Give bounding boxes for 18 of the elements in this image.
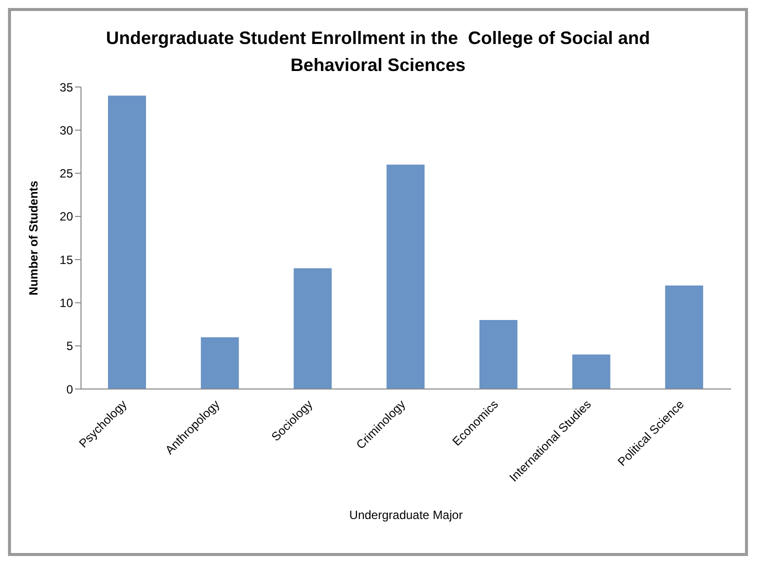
y-tick-label: 15 [60, 252, 74, 267]
bar [479, 320, 518, 389]
y-tick-label: 5 [66, 339, 74, 354]
y-tick-label: 30 [60, 123, 74, 138]
bar [294, 268, 332, 389]
y-axis-title: Number of Students [26, 180, 40, 296]
y-tick-label: 25 [60, 166, 74, 181]
bar [386, 164, 425, 389]
chart-title: Undergraduate Student Enrollment in the College of Social and Behavioral Sciences [104, 27, 652, 77]
y-tick-label: 35 [60, 80, 74, 94]
x-axis-title: Undergraduate Major [349, 508, 463, 522]
y-tick-label: 20 [60, 210, 74, 224]
bar [200, 337, 239, 389]
y-tick-label: 0 [66, 382, 74, 396]
bar [572, 354, 610, 389]
y-tick-label: 10 [60, 296, 74, 310]
bar [665, 285, 704, 389]
bar [108, 96, 146, 389]
